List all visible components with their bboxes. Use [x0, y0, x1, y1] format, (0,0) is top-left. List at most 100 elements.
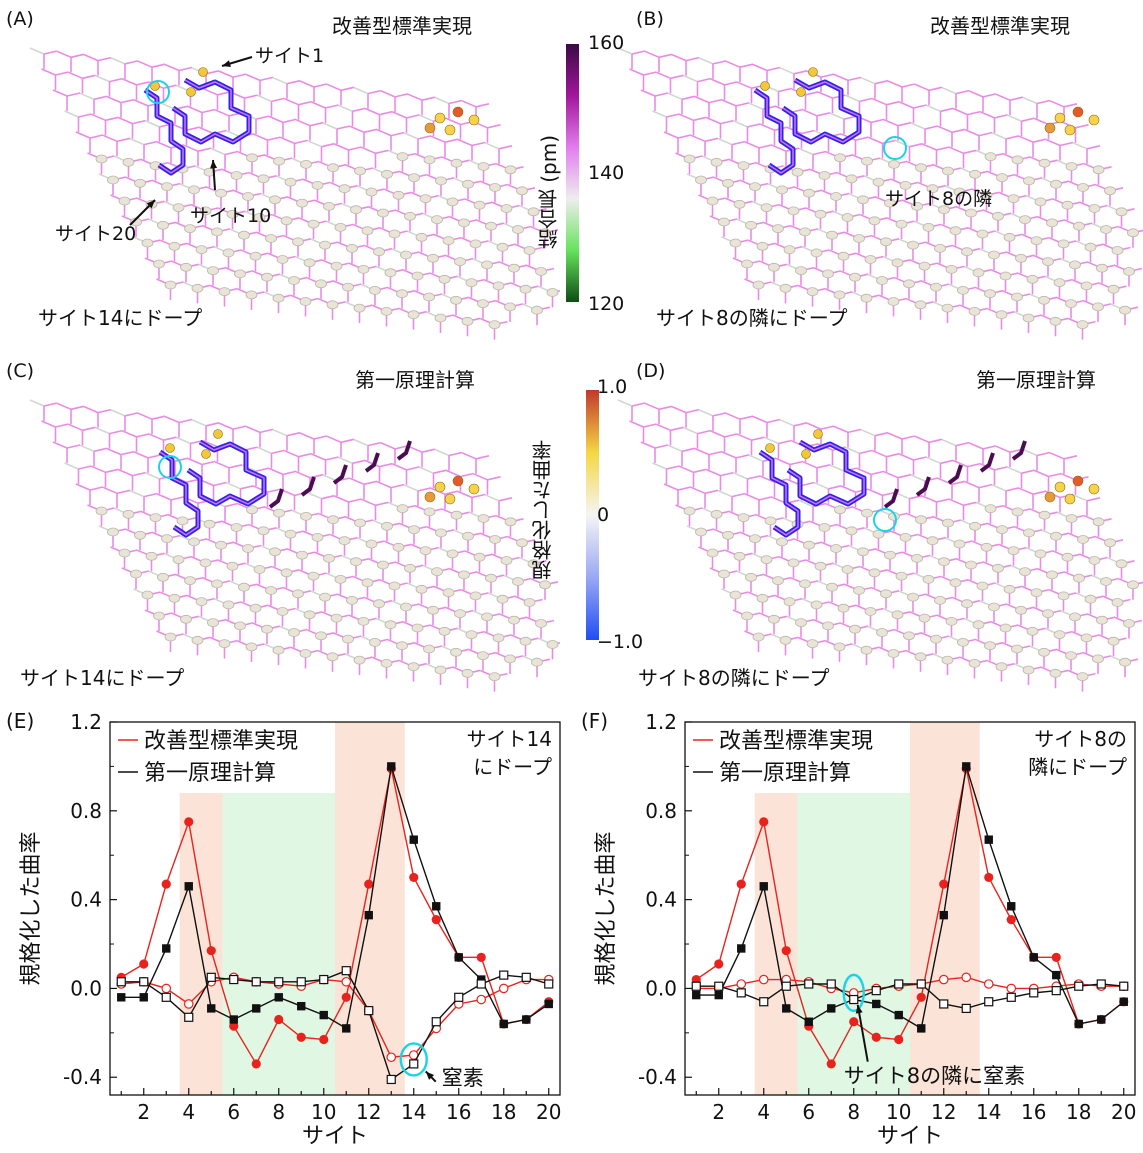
data-point [251, 977, 261, 987]
data-point [207, 1004, 216, 1013]
panel-title: 改善型標準実現 [332, 14, 472, 38]
panel-label: (B) [636, 8, 664, 30]
data-point [827, 1004, 836, 1013]
data-point [161, 992, 171, 1002]
data-point [849, 1017, 859, 1027]
data-point [431, 1017, 441, 1027]
annotation-arrowhead [855, 1004, 863, 1014]
bond-length-colorbar: 160 140 120 結合長 (pm) [537, 32, 624, 315]
data-point [1006, 983, 1017, 994]
curvature-colorbar: 1.0 0 −1.0 規格化した曲率 [531, 376, 643, 653]
data-point [476, 994, 487, 1005]
data-point [714, 981, 724, 991]
data-point [804, 1017, 813, 1026]
colorbar-gradient [586, 390, 599, 640]
x-tick-label: 12 [931, 1100, 956, 1124]
x-tick-label: 10 [311, 1100, 336, 1124]
dope-label: サイト14にドープ [20, 666, 185, 690]
data-point [476, 979, 486, 989]
data-point [782, 1004, 791, 1013]
data-point [714, 990, 723, 1000]
colorbar-tick: 160 [588, 32, 625, 54]
data-point [871, 1032, 881, 1042]
data-point [319, 1034, 329, 1045]
data-point [871, 986, 881, 996]
data-point [432, 902, 441, 911]
data-point [498, 983, 509, 994]
data-point [759, 882, 768, 891]
x-tick-label: 4 [757, 1100, 770, 1124]
panel-label: (D) [636, 360, 666, 382]
data-point [916, 992, 926, 1002]
data-point [736, 879, 746, 889]
plot-frame [109, 721, 561, 1096]
data-point [714, 959, 724, 969]
data-point [917, 1024, 926, 1033]
data-point [229, 1015, 238, 1024]
panel-title: 第一原理計算 [976, 368, 1096, 392]
data-point [737, 944, 746, 953]
x-tick-label: 4 [182, 1100, 195, 1124]
data-point [826, 1059, 836, 1069]
y-tick-label: 1.2 [70, 710, 102, 734]
data-point [274, 977, 284, 987]
doping-annotation: サイト8の [1034, 727, 1127, 751]
data-point [1096, 979, 1106, 989]
annotation-label: サイト8の隣に窒素 [844, 1064, 1025, 1088]
data-point [341, 992, 351, 1002]
chart-e: 2 4 6 8 10 12 14 16 18 20 -0.4 0.0 0.4 0.8 1.2 サイト 規格化した… [6, 709, 561, 1149]
x-tick-label: 20 [536, 1100, 561, 1124]
data-point [229, 1021, 239, 1031]
x-tick-label: 6 [802, 1100, 815, 1124]
data-point [162, 944, 171, 953]
data-point [781, 946, 791, 956]
data-point [342, 1024, 351, 1033]
panel-a: (A) 改善型標準実現 サイト1 サイト10 サイト20 サイト14にドープ [0, 0, 560, 345]
data-point [1006, 915, 1016, 925]
panel-label: (A) [6, 8, 34, 30]
x-axis-label: サイト [302, 1124, 368, 1149]
data-point [939, 879, 949, 889]
graphene-lattice: サイト1 サイト10 サイト20 [29, 45, 560, 340]
data-point [476, 952, 486, 962]
doping-annotation: 隣にドープ [1028, 755, 1127, 779]
x-tick-label: 18 [491, 1100, 516, 1124]
data-point [139, 959, 149, 969]
y-axis-label: 規格化した曲率 [19, 831, 44, 985]
y-tick-label: 0.8 [70, 799, 102, 823]
data-point [364, 1006, 374, 1016]
data-point [759, 997, 769, 1007]
panel-c: (C) 第一原理計算 サイト14にドープ [0, 352, 560, 697]
data-point [1029, 953, 1038, 962]
data-point [319, 1010, 328, 1020]
data-point [409, 835, 418, 844]
doping-annotation: にドープ [473, 755, 552, 779]
data-point [184, 817, 194, 827]
y-tick-label: 0.0 [645, 976, 677, 1000]
panel-label: (C) [6, 360, 35, 382]
y-tick-label: 0.0 [70, 976, 102, 1000]
data-point [1097, 1015, 1106, 1024]
x-tick-label: 8 [847, 1100, 860, 1124]
data-point [206, 972, 216, 982]
graphene-lattice [29, 399, 560, 692]
data-point [341, 966, 351, 976]
panel-label: (E) [6, 709, 34, 733]
data-point [499, 1019, 508, 1029]
data-point [116, 977, 126, 987]
x-tick-label: 16 [1021, 1100, 1046, 1124]
data-point [252, 1004, 261, 1013]
annotation-arrow [856, 1004, 869, 1062]
data-point [961, 1003, 971, 1014]
y-axis-label: 規格化した曲率 [594, 831, 619, 985]
legend-label: 第一原理計算 [719, 761, 851, 786]
data-point [431, 915, 441, 925]
data-point [894, 1034, 904, 1045]
y-tick-label: 0.4 [645, 888, 677, 912]
data-point [184, 1012, 194, 1022]
doping-annotation: サイト14 [467, 727, 552, 751]
y-tick-label: -0.4 [63, 1065, 102, 1089]
colorbar-tick: 0 [597, 504, 610, 526]
x-axis-label: サイト [877, 1124, 943, 1149]
